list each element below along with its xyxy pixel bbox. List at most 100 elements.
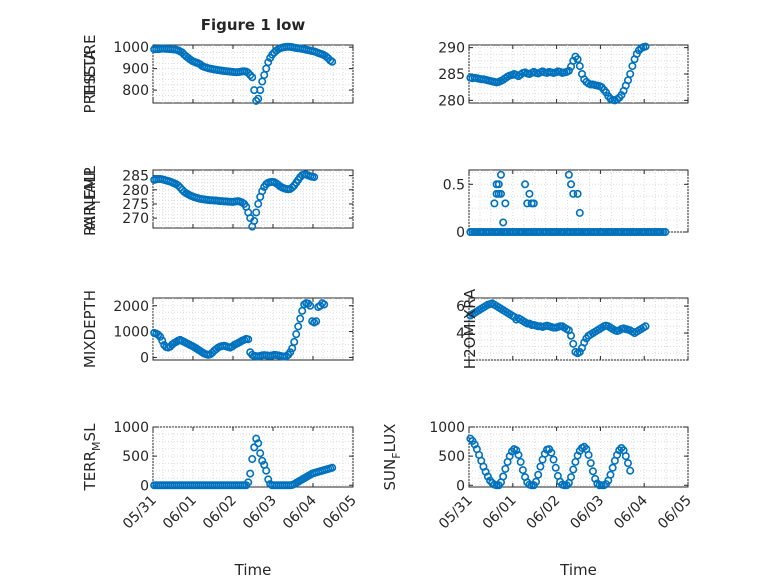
data-point [536,462,545,471]
y-axis-label: H2OMIXRA [461,288,479,369]
data-point [292,330,301,339]
data-point [569,339,578,348]
data-point [516,457,525,466]
y-tick-label: 0.5 [443,177,465,193]
data-point [501,199,510,208]
grid-lines [468,45,689,103]
x-tick-label: 06/05 [655,493,695,533]
x-tick-label: 06/05 [320,493,360,533]
data-point [499,218,508,227]
data-markers [150,299,329,361]
data-point [606,470,615,479]
data-point [264,475,273,484]
panel-rainfall: 0 0.5 RAINFALL [81,165,689,241]
data-point [567,473,576,482]
data-point [569,189,578,198]
y-tick-label: 1000 [113,420,149,436]
data-point [514,450,523,459]
panel-terr-msl: 0 500 1000 05/31 06/01 06/02 06/03 06/04 06/05 TE… [81,420,360,579]
y-tick-label: 1000 [113,40,149,56]
y-axis-label: SUNFLUX [381,424,403,491]
y-tick-label: 4 [456,326,465,342]
data-point [306,301,315,310]
data-point [525,189,534,198]
y-axis-label: PRESSURE [81,35,99,114]
y-tick-label: 290 [438,41,465,57]
x-tick-label: 06/01 [160,493,200,533]
data-point [573,189,582,198]
data-point [569,465,578,474]
data-markers [466,42,650,105]
x-axis-label: Time [559,561,597,579]
data-point [628,62,637,71]
data-point [254,439,263,448]
data-point [499,472,508,481]
data-point [264,58,273,67]
data-point [250,216,259,225]
data-point [661,228,670,237]
data-point [588,467,597,476]
data-point [288,183,297,192]
y-tick-label: 500 [122,449,149,465]
data-point [494,180,503,189]
data-markers [150,434,337,490]
data-point [575,347,584,356]
data-point [586,459,595,468]
data-point [320,300,329,309]
data-point [564,170,573,179]
data-point [567,180,576,189]
data-point [296,314,305,323]
data-point [626,70,635,79]
data-point [641,42,650,51]
y-axis-label: MIXDEPTH [81,290,99,368]
y-tick-label: 800 [122,83,149,99]
x-tick-label: 06/02 [200,493,240,533]
data-point [258,187,267,196]
data-point [575,62,584,71]
data-point [254,199,263,208]
data-point [248,73,257,82]
grid-lines [468,426,689,487]
y-axis-label: TERRMSL [81,423,103,492]
data-point [501,464,510,473]
y-tick-label: 900 [122,62,149,78]
x-axis-label: Time [234,561,272,579]
data-point [294,322,303,331]
data-point [551,463,560,472]
data-point [328,463,337,472]
data-point [258,456,267,465]
data-point [310,173,319,182]
data-point [569,56,578,65]
data-point [312,317,321,326]
data-point [626,466,635,475]
y-tick-label: 6 [456,299,465,315]
y-tick-label: 285 [438,67,465,83]
y-tick-label: 2000 [113,299,149,315]
data-point [256,449,265,458]
y-axis-label: THETA [81,49,99,99]
data-markers [150,170,319,231]
data-point [262,466,271,475]
data-point [496,170,505,179]
data-point [290,337,299,346]
data-markers [466,299,650,358]
y-tick-label: 0 [456,478,465,494]
data-point [174,181,183,190]
y-tick-label: 500 [438,449,465,465]
data-point [641,322,650,331]
panel-sun-flux: 0 500 1000 05/31 06/01 06/02 06/03 06/04 06/05 SU… [381,420,695,579]
chart-title: Figure 1 low [201,16,306,34]
data-point [547,448,556,457]
data-point [573,55,582,64]
data-point [158,336,167,345]
data-point [580,338,589,347]
data-point [244,335,253,344]
data-point [621,452,630,461]
grid-lines [152,426,354,487]
data-point [549,455,558,464]
data-point [529,199,538,208]
data-point [246,71,255,80]
y-tick-label: 270 [122,211,149,227]
